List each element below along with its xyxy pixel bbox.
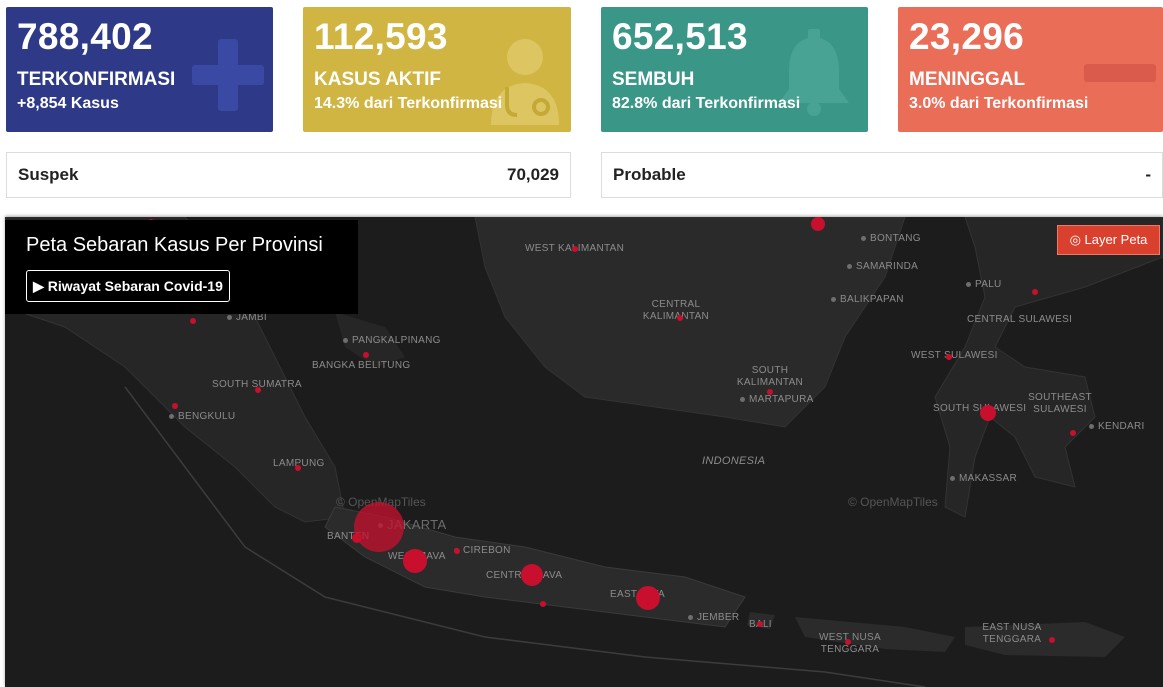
map-label-jember: JEMBER <box>688 612 739 624</box>
case-bubble-ntb[interactable] <box>845 639 851 645</box>
recovered-label: SEMBUH <box>612 69 695 90</box>
map-title-panel: Peta Sebaran Kasus Per Provinsi ▶ Riwaya… <box>5 220 358 314</box>
probable-value: - <box>1145 165 1151 184</box>
map-label-indonesia: INDONESIA <box>702 455 766 467</box>
confirmed-label: TERKONFIRMASI <box>17 69 176 90</box>
map-label-lampung: LAMPUNG <box>273 458 325 469</box>
case-bubble-bengkulu[interactable] <box>172 403 178 409</box>
case-bubble-ntt[interactable] <box>1049 637 1055 643</box>
recovered-card: 652,513 SEMBUH 82.8% dari Terkonfirmasi <box>601 7 868 132</box>
layer-button[interactable]: ◎ Layer Peta <box>1057 225 1160 255</box>
bell-icon <box>779 29 849 116</box>
recovered-count: 652,513 <box>612 16 748 57</box>
case-bubble-bangka[interactable] <box>363 352 369 358</box>
case-bubble-west-java[interactable] <box>403 549 427 573</box>
map-label-balikpapan: BALIKPAPAN <box>831 294 904 306</box>
map-label-jambi: JAMBI <box>227 312 267 324</box>
map-label-south-kalimantan: SOUTH KALIMANTAN <box>736 365 804 388</box>
case-bubble-south-sulawesi[interactable] <box>980 405 996 421</box>
probable-label: Probable <box>613 165 686 184</box>
case-bubble-east-java[interactable] <box>636 586 660 610</box>
map-label-southeast-sulawesi: SOUTHEAST SULAWESI <box>1028 392 1092 415</box>
map-label-bontang: BONTANG <box>861 233 921 245</box>
case-bubble-west-kalimantan[interactable] <box>572 246 578 252</box>
suspek-row: Suspek 70,029 <box>6 152 571 198</box>
map-label-martapura: MARTAPURA <box>740 394 814 406</box>
map-label-central-kalimantan: CENTRAL KALIMANTAN <box>642 299 710 322</box>
suspek-label: Suspek <box>18 165 79 184</box>
map-label-west-nusa-tenggara: WEST NUSA TENGGARA <box>819 632 881 655</box>
map-label-pangkalpinang: PANGKALPINANG <box>343 335 441 347</box>
active-count: 112,593 <box>314 16 448 57</box>
recovered-sub: 82.8% dari Terkonfirmasi <box>612 95 801 112</box>
probable-row: Probable - <box>601 152 1163 198</box>
doctor-icon <box>491 39 559 125</box>
map-label-bengkulu: BENGKULU <box>169 411 235 423</box>
map-label-palu: PALU <box>966 279 1002 291</box>
map-credit-2: © OpenMapTiles <box>848 495 938 509</box>
death-label: MENINGGAL <box>909 69 1026 90</box>
map-label-west-sulawesi: WEST SULAWESI <box>911 350 998 361</box>
minus-icon <box>1084 64 1156 82</box>
confirmed-sub: +8,854 Kasus <box>17 95 119 112</box>
case-bubble-southeast-sulawesi[interactable] <box>1070 430 1076 436</box>
plus-icon <box>192 39 264 111</box>
map-label-makassar: MAKASSAR <box>950 473 1017 485</box>
case-map[interactable]: WEST KALIMANTAN CENTRAL KALIMANTAN SOUTH… <box>5 217 1163 687</box>
confirmed-card: 788,402 TERKONFIRMASI +8,854 Kasus <box>6 7 273 132</box>
case-bubble-gorontalo[interactable] <box>1032 289 1038 295</box>
case-bubble-west-sulawesi[interactable] <box>946 354 952 360</box>
active-card: 112,593 KASUS AKTIF 14.3% dari Terkonfir… <box>303 7 571 132</box>
death-count: 23,296 <box>909 16 1024 57</box>
case-bubble-lampung[interactable] <box>295 465 301 471</box>
active-sub: 14.3% dari Terkonfirmasi <box>314 95 503 112</box>
map-label-cirebon: CIREBON <box>454 545 511 557</box>
map-title: Peta Sebaran Kasus Per Provinsi <box>26 234 323 256</box>
case-bubble-central-java[interactable] <box>521 564 543 586</box>
case-bubble-yogyakarta[interactable] <box>540 601 546 607</box>
case-bubble-banten[interactable] <box>352 533 362 543</box>
case-bubble-jakarta[interactable] <box>354 502 404 552</box>
active-label: KASUS AKTIF <box>314 69 442 90</box>
case-bubble-south-sumatra[interactable] <box>255 387 261 393</box>
case-bubble-east-kalimantan[interactable] <box>811 217 825 231</box>
case-bubble-bali[interactable] <box>757 621 763 627</box>
death-card: 23,296 MENINGGAL 3.0% dari Terkonfirmasi <box>898 7 1163 132</box>
history-button[interactable]: ▶ Riwayat Sebaran Covid-19 <box>26 270 230 302</box>
map-label-central-sulawesi: CENTRAL SULAWESI <box>967 314 1073 325</box>
map-label-samarinda: SAMARINDA <box>847 261 918 273</box>
case-bubble-cirebon[interactable] <box>454 548 460 554</box>
death-sub: 3.0% dari Terkonfirmasi <box>909 95 1089 112</box>
map-label-kendari: KENDARI <box>1089 421 1145 433</box>
confirmed-count: 788,402 <box>17 16 153 57</box>
suspek-value: 70,029 <box>507 165 559 184</box>
map-label-south-sulawesi: SOUTH SULAWESI <box>933 403 1027 414</box>
map-label-bangka-belitung: BANGKA BELITUNG <box>312 360 411 371</box>
map-label-east-nusa-tenggara: EAST NUSA TENGGARA <box>982 622 1042 645</box>
case-bubble-central-kalimantan[interactable] <box>677 315 683 321</box>
case-bubble-south-kalimantan[interactable] <box>767 389 773 395</box>
map-label-south-sumatra: SOUTH SUMATRA <box>212 379 302 390</box>
map-label-banten: BANTEN <box>327 531 370 542</box>
case-bubble-jambi[interactable] <box>190 318 196 324</box>
